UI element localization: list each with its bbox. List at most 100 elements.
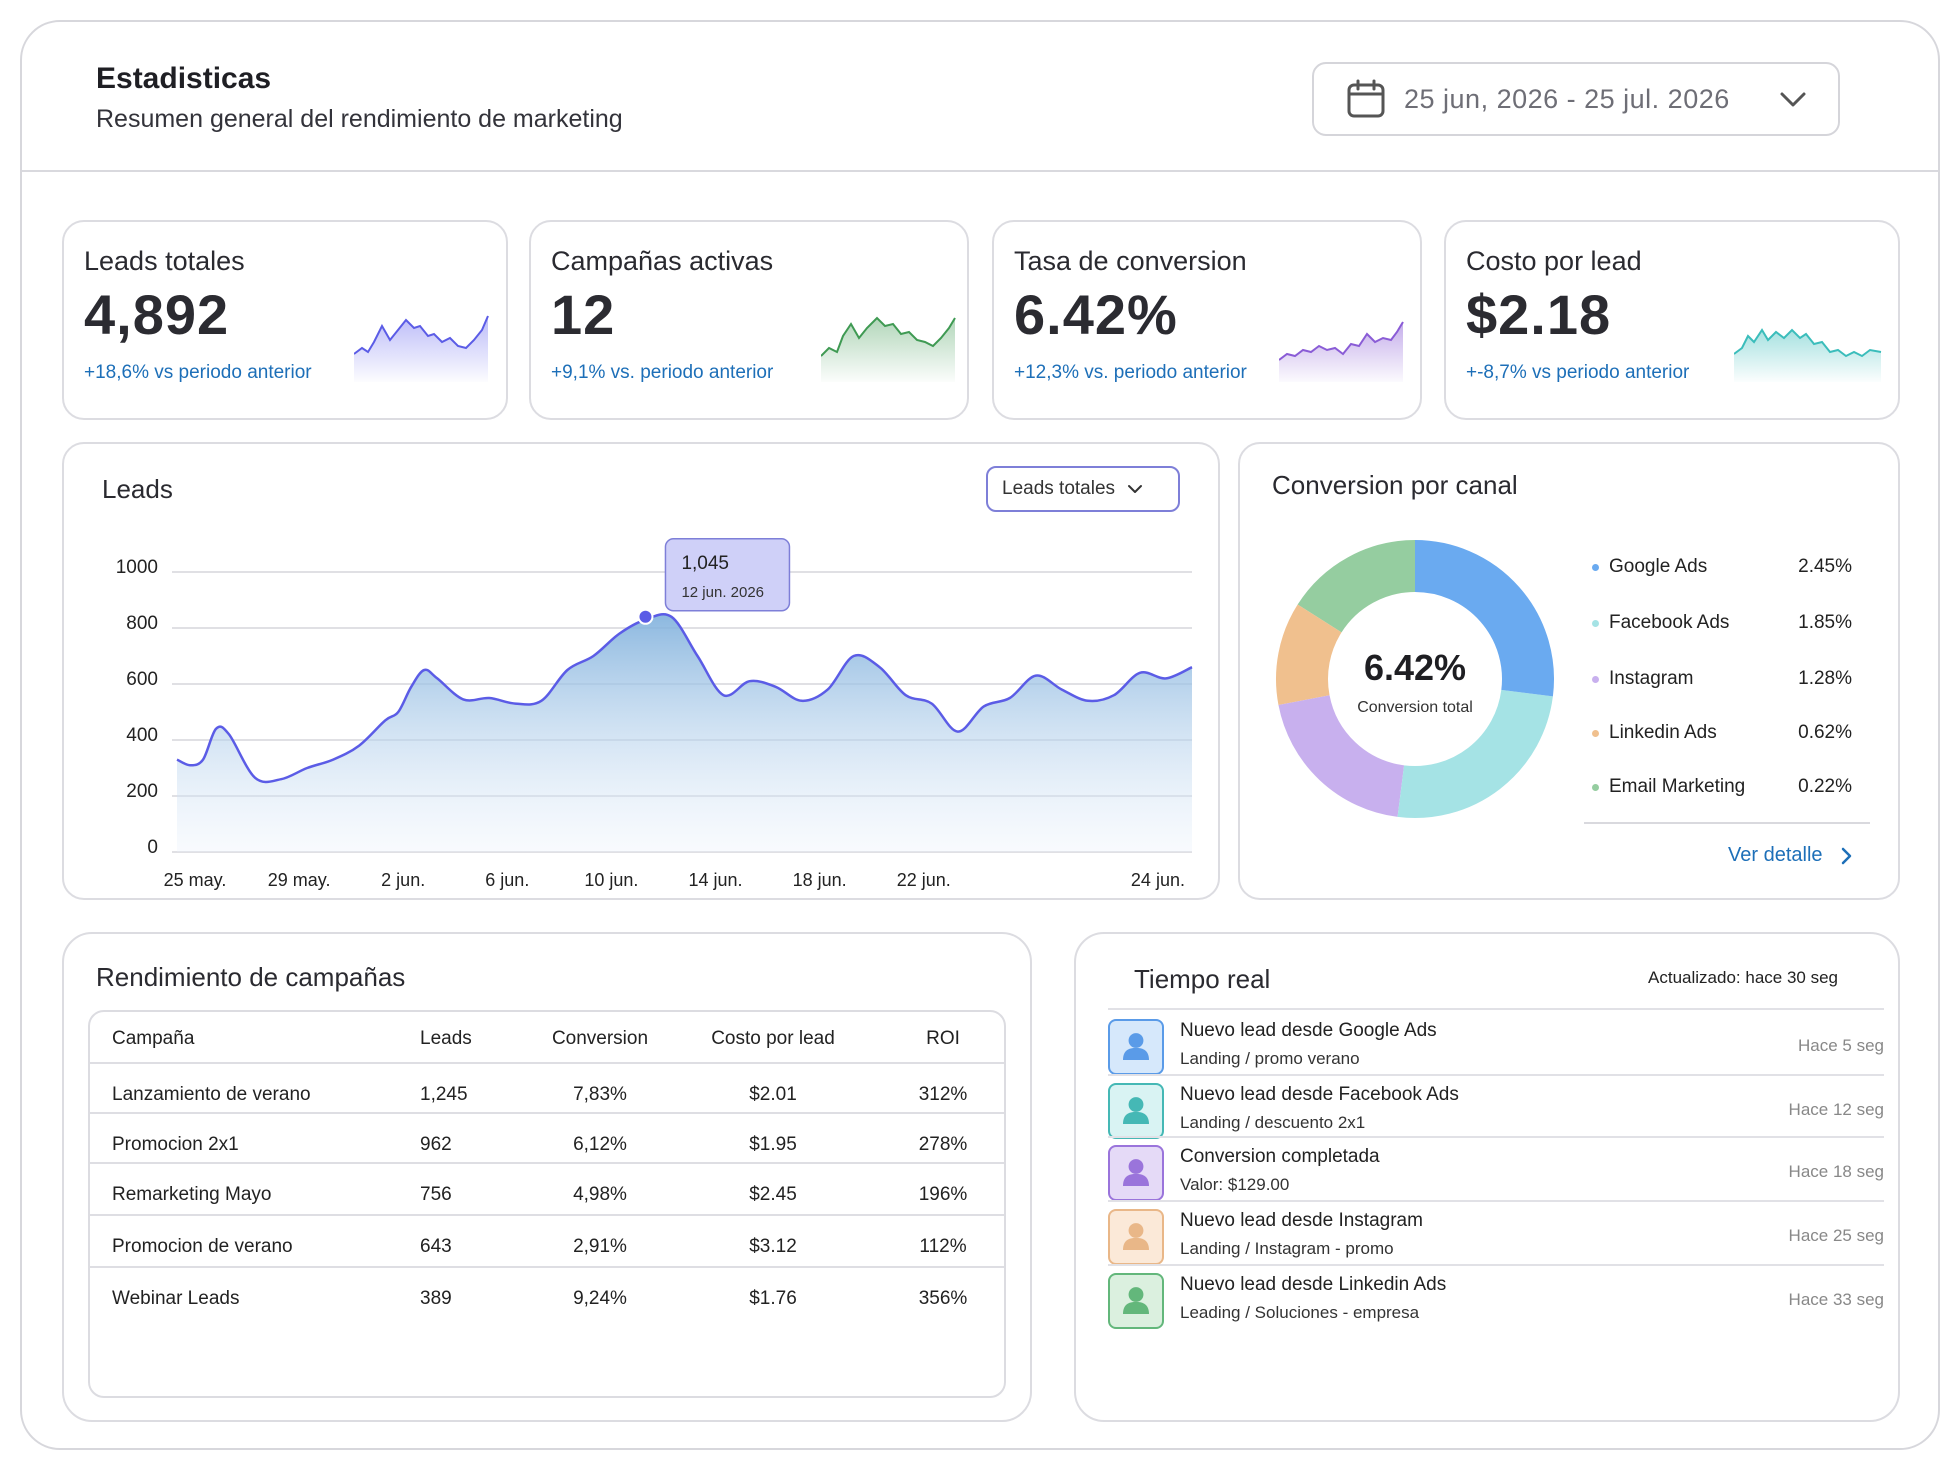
- conversion-donut-chart: 6.42% Conversion total: [1276, 540, 1554, 818]
- table-row[interactable]: Webinar Leads 389 9,24% $1.76 356%: [90, 1266, 1004, 1316]
- realtime-item[interactable]: Nuevo lead desde Instagram Landing / Inst…: [1108, 1202, 1884, 1280]
- kpi-value: 12: [551, 283, 616, 346]
- legend-item[interactable]: Linkedin Ads 0.62%: [1592, 718, 1852, 748]
- highlight-point[interactable]: [637, 608, 654, 625]
- row-divider: [90, 1162, 1004, 1164]
- realtime-item-title: Conversion completada: [1180, 1146, 1380, 1167]
- table-cell: 7,83%: [573, 1084, 627, 1105]
- kpi-label: Leads totales: [84, 246, 245, 276]
- realtime-item[interactable]: Nuevo lead desde Facebook Ads Landing / d…: [1108, 1076, 1884, 1154]
- conversion-title: Conversion por canal: [1272, 470, 1518, 500]
- legend-item[interactable]: Instagram 1.28%: [1592, 664, 1852, 694]
- kpi-delta: +18,6% vs periodo anterior: [84, 362, 312, 383]
- legend-dot: [1592, 675, 1599, 683]
- realtime-item-sub: Valor: $129.00: [1180, 1175, 1290, 1194]
- table-cell: $1.95: [749, 1134, 797, 1155]
- leads-area-fill: [177, 614, 1192, 852]
- column-header: Costo por lead: [711, 1028, 835, 1049]
- page-subtitle: Resumen general del rendimiento de marke…: [96, 105, 623, 133]
- legend-divider: [1584, 822, 1870, 824]
- kpi-label: Campañas activas: [551, 246, 774, 276]
- legend-item[interactable]: Google Ads 2.45%: [1592, 552, 1852, 582]
- y-tick-label: 400: [126, 725, 158, 746]
- donut-center-label: Conversion total: [1357, 699, 1473, 716]
- table-row[interactable]: Promocion de verano 643 2,91% $3.12 112%: [90, 1214, 1004, 1264]
- realtime-item-time: Hace 5 seg: [1798, 1036, 1884, 1055]
- column-header: Leads: [420, 1028, 472, 1049]
- kpi-label: Costo por lead: [1466, 246, 1642, 276]
- user-icon: [1123, 1159, 1149, 1186]
- row-divider: [90, 1266, 1004, 1268]
- x-tick-label: 24 jun.: [1131, 870, 1185, 890]
- realtime-item-time: Hace 18 seg: [1788, 1162, 1884, 1181]
- kpi-delta: +9,1% vs. periodo anterior: [551, 362, 774, 383]
- donut-slice-2[interactable]: [1278, 694, 1405, 817]
- chevron-down-icon: [1780, 92, 1806, 107]
- table-cell: 962: [420, 1134, 452, 1155]
- table-cell: $2.45: [749, 1184, 797, 1205]
- avatar: [1108, 1273, 1164, 1329]
- kpi-sparkline: [354, 315, 489, 382]
- avatar: [1108, 1083, 1164, 1139]
- chevron-right-icon: [1841, 847, 1851, 864]
- realtime-item[interactable]: Nuevo lead desde Linkedin Ads Leading / S…: [1108, 1266, 1884, 1344]
- table-cell: 1,245: [420, 1084, 468, 1105]
- legend-name: Email Marketing: [1609, 776, 1746, 797]
- y-tick-label: 800: [126, 613, 158, 634]
- realtime-title: Tiempo real: [1134, 964, 1271, 994]
- table-cell: Remarketing Mayo: [112, 1184, 272, 1205]
- table-cell: $2.01: [749, 1084, 797, 1105]
- realtime-row-divider: [1108, 1200, 1884, 1202]
- realtime-item-title: Nuevo lead desde Instagram: [1180, 1210, 1423, 1231]
- table-cell: Lanzamiento de verano: [112, 1084, 311, 1105]
- table-row[interactable]: Remarketing Mayo 756 4,98% $2.45 196%: [90, 1162, 1004, 1212]
- table-cell: 4,98%: [573, 1184, 627, 1205]
- kpi-value: $2.18: [1466, 283, 1612, 346]
- realtime-row-divider: [1108, 1264, 1884, 1266]
- table-cell: Webinar Leads: [112, 1288, 240, 1309]
- date-range-picker[interactable]: 25 jun, 2026 - 25 jul. 2026: [1312, 62, 1840, 136]
- table-row[interactable]: Promocion 2x1 962 6,12% $1.95 278%: [90, 1112, 1004, 1162]
- campaigns-title: Rendimiento de campañas: [96, 962, 406, 992]
- realtime-item-time: Hace 33 seg: [1788, 1290, 1884, 1309]
- kpi-card-campaigns: Campañas activas 12 +9,1% vs. periodo an…: [529, 220, 969, 420]
- y-tick-label: 600: [126, 669, 158, 690]
- legend-item[interactable]: Email Marketing 0.22%: [1592, 772, 1852, 802]
- kpi-sparkline: [821, 316, 956, 382]
- table-cell: 312%: [918, 1084, 968, 1105]
- realtime-row-divider: [1108, 1074, 1884, 1076]
- y-tick-label: 1000: [116, 557, 158, 578]
- legend-item[interactable]: Facebook Ads 1.85%: [1592, 608, 1852, 638]
- legend-value: 2.45%: [1798, 556, 1852, 577]
- donut-slice-3[interactable]: [1276, 604, 1343, 706]
- avatar: [1108, 1209, 1164, 1265]
- x-tick-label: 22 jun.: [897, 870, 951, 890]
- donut-slice-4[interactable]: [1297, 540, 1416, 634]
- table-cell: $1.76: [749, 1288, 797, 1309]
- table-cell: 2,91%: [573, 1236, 627, 1257]
- user-icon: [1123, 1033, 1149, 1060]
- table-row[interactable]: Lanzamiento de verano 1,245 7,83% $2.01 312%: [90, 1062, 1004, 1112]
- column-header: ROI: [926, 1028, 960, 1049]
- realtime-item[interactable]: Conversion completada Valor: $129.00 Hace …: [1108, 1138, 1884, 1216]
- leads-series-select[interactable]: Leads totales: [986, 466, 1180, 512]
- conversion-card: Conversion por canal 6.42% Conversion to…: [1238, 442, 1900, 900]
- donut-slice-1[interactable]: [1397, 689, 1553, 818]
- kpi-card-leads: Leads totales 4,892 +18,6% vs periodo an…: [62, 220, 508, 420]
- realtime-item-title: Nuevo lead desde Google Ads: [1180, 1020, 1437, 1041]
- legend-value: 1.85%: [1798, 612, 1852, 633]
- campaigns-card: Rendimiento de campañas Campaña Leads Conv…: [62, 932, 1032, 1422]
- user-icon: [1123, 1223, 1149, 1250]
- leads-series-line: [176, 613, 1193, 784]
- donut-slice-0[interactable]: [1414, 540, 1554, 697]
- y-tick-label: 0: [147, 837, 158, 858]
- x-tick-label: 2 jun.: [381, 870, 425, 890]
- legend-name: Linkedin Ads: [1609, 722, 1717, 743]
- ver-detalle-link[interactable]: Ver detalle: [1728, 844, 1857, 867]
- leads-area-chart: 0 200 400 600 800 1000 25 may. 29 may. 2 jun. 6 j…: [116, 538, 1193, 890]
- realtime-item[interactable]: Nuevo lead desde Google Ads Landing / pro…: [1108, 1012, 1884, 1090]
- leads-chart-card: Leads Leads totales 0 200 400 600 800 1000 25 …: [62, 442, 1220, 900]
- avatar: [1108, 1019, 1164, 1075]
- kpi-delta: +-8,7% vs periodo anterior: [1466, 362, 1690, 383]
- legend-dot: [1592, 783, 1599, 791]
